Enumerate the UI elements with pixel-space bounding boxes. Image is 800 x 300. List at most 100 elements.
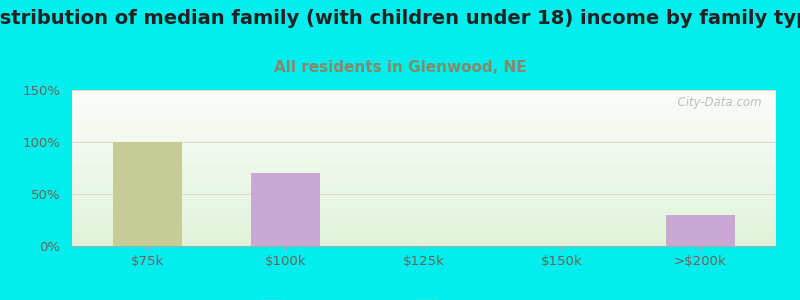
Bar <box>72 136 776 137</box>
Bar <box>72 127 776 128</box>
Bar <box>72 146 776 147</box>
Bar <box>72 101 776 102</box>
Bar <box>72 163 776 164</box>
Bar <box>72 173 776 174</box>
Bar <box>72 133 776 134</box>
Bar <box>72 128 776 129</box>
Bar <box>72 102 776 103</box>
Bar <box>72 228 776 229</box>
Bar <box>72 155 776 156</box>
Bar <box>72 234 776 235</box>
Bar <box>72 207 776 208</box>
Bar <box>72 122 776 123</box>
Bar <box>72 208 776 209</box>
Bar <box>72 147 776 148</box>
Bar <box>72 227 776 228</box>
Bar <box>72 243 776 244</box>
Bar <box>72 145 776 146</box>
Bar <box>72 174 776 175</box>
Bar <box>72 143 776 144</box>
Bar <box>72 153 776 154</box>
Bar <box>72 113 776 114</box>
Bar <box>72 95 776 96</box>
Bar <box>72 104 776 105</box>
Bar <box>72 119 776 120</box>
Bar <box>72 245 776 246</box>
Bar <box>72 131 776 132</box>
Bar <box>72 214 776 215</box>
Bar <box>72 157 776 158</box>
Bar <box>72 218 776 219</box>
Bar <box>72 126 776 127</box>
Bar <box>72 175 776 176</box>
Bar <box>72 196 776 197</box>
Bar <box>72 121 776 122</box>
Bar <box>72 109 776 110</box>
Bar <box>72 165 776 166</box>
Bar <box>72 142 776 143</box>
Bar <box>72 179 776 180</box>
Bar <box>72 187 776 188</box>
Bar <box>72 230 776 231</box>
Bar <box>72 220 776 221</box>
Bar <box>72 201 776 202</box>
Bar <box>666 215 734 246</box>
Bar <box>72 132 776 133</box>
Bar <box>72 161 776 162</box>
Bar <box>72 154 776 155</box>
Bar <box>72 158 776 159</box>
Bar <box>72 138 776 139</box>
Bar <box>72 237 776 238</box>
Bar <box>72 125 776 126</box>
Bar <box>72 199 776 200</box>
Bar <box>72 198 776 199</box>
Bar <box>72 181 776 182</box>
Bar <box>72 204 776 205</box>
Bar <box>72 130 776 131</box>
Bar <box>72 209 776 210</box>
Bar <box>72 134 776 135</box>
Bar <box>72 223 776 224</box>
Bar <box>72 166 776 167</box>
Bar <box>72 200 776 201</box>
Bar <box>72 184 776 185</box>
Bar <box>72 92 776 93</box>
Bar <box>72 140 776 141</box>
Bar <box>72 244 776 245</box>
Bar <box>72 229 776 230</box>
Bar <box>72 100 776 101</box>
Bar <box>72 194 776 195</box>
Bar <box>72 144 776 145</box>
Bar <box>72 96 776 97</box>
Bar <box>72 111 776 112</box>
Bar <box>72 193 776 194</box>
Bar <box>72 152 776 153</box>
Bar <box>72 215 776 216</box>
Bar <box>72 103 776 104</box>
Bar <box>72 239 776 240</box>
Bar <box>72 107 776 108</box>
Bar <box>72 231 776 232</box>
Bar <box>72 148 776 149</box>
Bar <box>72 224 776 225</box>
Bar <box>72 172 776 173</box>
Bar <box>72 120 776 121</box>
Bar <box>72 213 776 214</box>
Bar <box>72 238 776 239</box>
Bar <box>72 189 776 190</box>
Bar <box>72 93 776 94</box>
Bar <box>251 173 321 246</box>
Bar <box>72 219 776 220</box>
Bar <box>72 183 776 184</box>
Bar <box>72 211 776 212</box>
Bar <box>72 117 776 118</box>
Bar <box>72 191 776 192</box>
Bar <box>72 235 776 236</box>
Bar <box>72 185 776 186</box>
Bar <box>72 178 776 179</box>
Bar <box>72 94 776 95</box>
Bar <box>72 240 776 241</box>
Bar <box>72 188 776 189</box>
Bar <box>72 202 776 203</box>
Text: Distribution of median family (with children under 18) income by family type: Distribution of median family (with chil… <box>0 9 800 28</box>
